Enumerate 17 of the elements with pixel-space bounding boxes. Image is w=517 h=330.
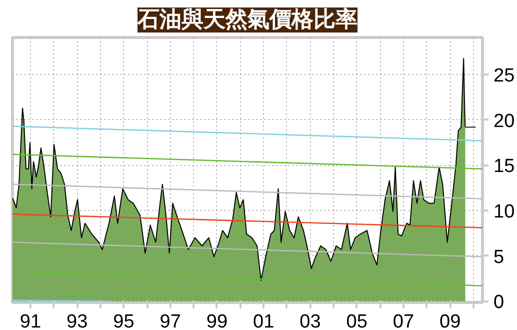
x-tick-label: 05: [346, 312, 368, 330]
x-tick-label: 93: [66, 312, 88, 330]
y-tick-label: 20: [494, 110, 515, 132]
x-tick-label: 09: [440, 312, 461, 330]
y-tick-label: 25: [494, 66, 515, 87]
x-tick-label: 97: [160, 312, 181, 330]
y-tick-label: 10: [494, 202, 515, 223]
y-tick-label: 15: [494, 156, 515, 178]
x-tick-label: 07: [392, 312, 414, 330]
y-tick-label: 0: [494, 292, 504, 314]
x-tick-label: 95: [113, 312, 134, 330]
x-tick-label: 91: [20, 312, 42, 330]
chart-title: 石油與天然氣價格比率: [136, 6, 358, 32]
x-tick-label: 99: [206, 312, 228, 330]
x-tick-label: 03: [300, 312, 321, 330]
y-tick-label: 5: [494, 246, 504, 268]
x-tick-label: 01: [253, 312, 274, 330]
